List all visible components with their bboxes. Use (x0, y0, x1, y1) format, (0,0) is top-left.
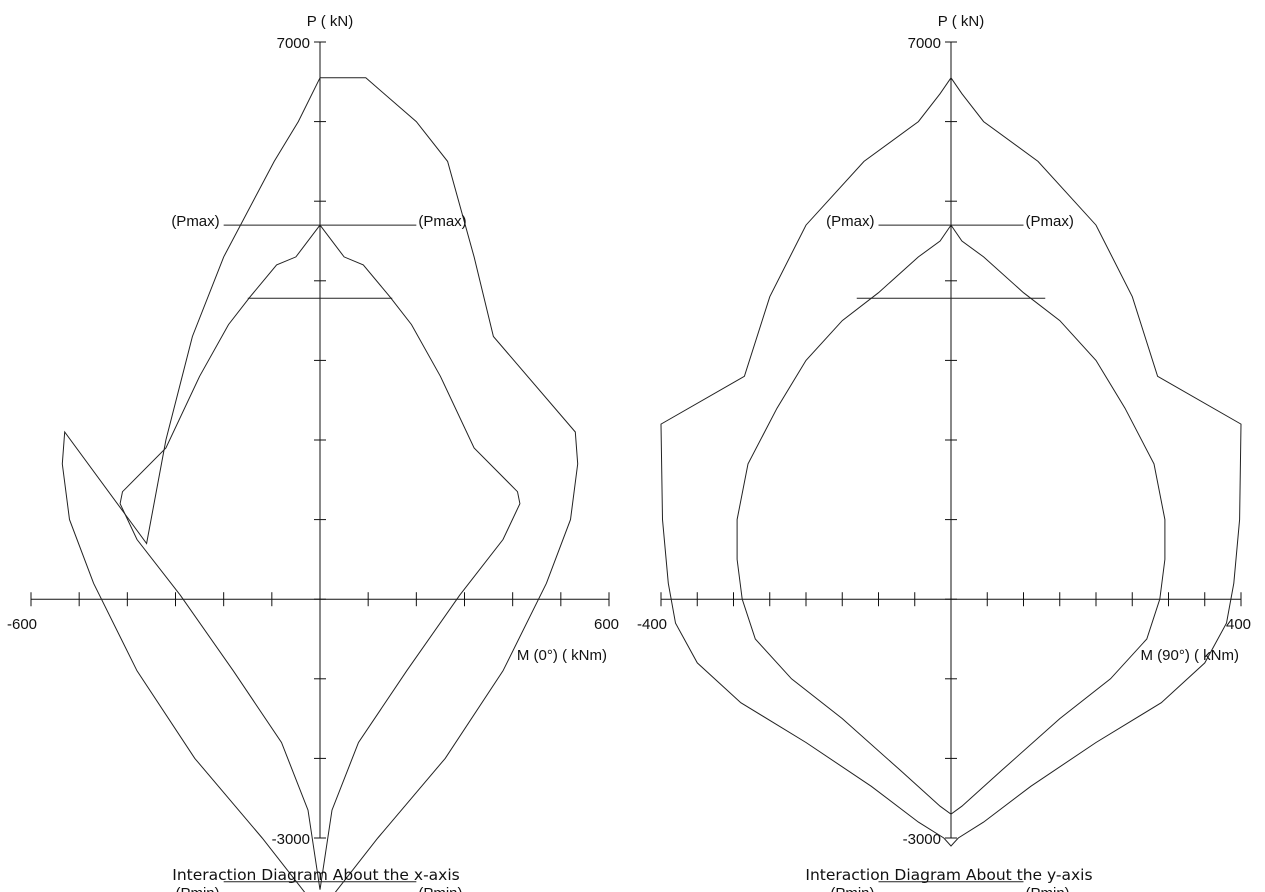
chart-2-annotation-pmax-left: (Pmax) (826, 213, 874, 230)
chart-1-y-axis-label: P ( kN) (307, 13, 353, 30)
chart-1-x-tick-label-min: -600 (7, 616, 37, 633)
chart-1-x-tick-label-max: 600 (594, 616, 619, 633)
caption-x-axis-diagram: Interaction Diagram About the x-axis (172, 866, 460, 884)
chart-1-curve-outer (61, 77, 579, 892)
chart-2-annotation-pmin-left: (Pmin) (830, 885, 874, 892)
chart-1-x-axis-label: M (0°) ( kNm) (517, 647, 607, 664)
chart-2-annotation-pmin-right: (Pmin) (1026, 885, 1070, 892)
chart-1-y-tick-label-max: 7000 (277, 35, 310, 52)
chart-1-curve-inner (119, 224, 521, 890)
chart-1-annotation-pmin-left: (Pmin) (175, 885, 219, 892)
chart-2-annotation-pmax-right: (Pmax) (1026, 213, 1074, 230)
chart-1-annotation-pmax-left: (Pmax) (171, 213, 219, 230)
chart-2-y-axis-label: P ( kN) (938, 13, 984, 30)
chart-2-y-tick-label-min: -3000 (903, 831, 941, 848)
chart-1-y-tick-label-min: -3000 (272, 831, 310, 848)
caption-y-axis-diagram: Interaction Diagram About the y-axis (805, 866, 1093, 884)
chart-1-annotation-pmax-right: (Pmax) (418, 213, 466, 230)
chart-2-x-axis-label: M (90°) ( kNm) (1141, 647, 1240, 664)
chart-2-x-tick-label-min: -400 (637, 616, 667, 633)
chart-1-annotation-pmin-right: (Pmin) (418, 885, 462, 892)
chart-2-curve-outer (660, 77, 1242, 847)
chart-2-curve-inner (736, 224, 1166, 815)
chart-2-x-tick-label-max: 400 (1226, 616, 1251, 633)
chart-2-y-tick-label-max: 7000 (908, 35, 941, 52)
